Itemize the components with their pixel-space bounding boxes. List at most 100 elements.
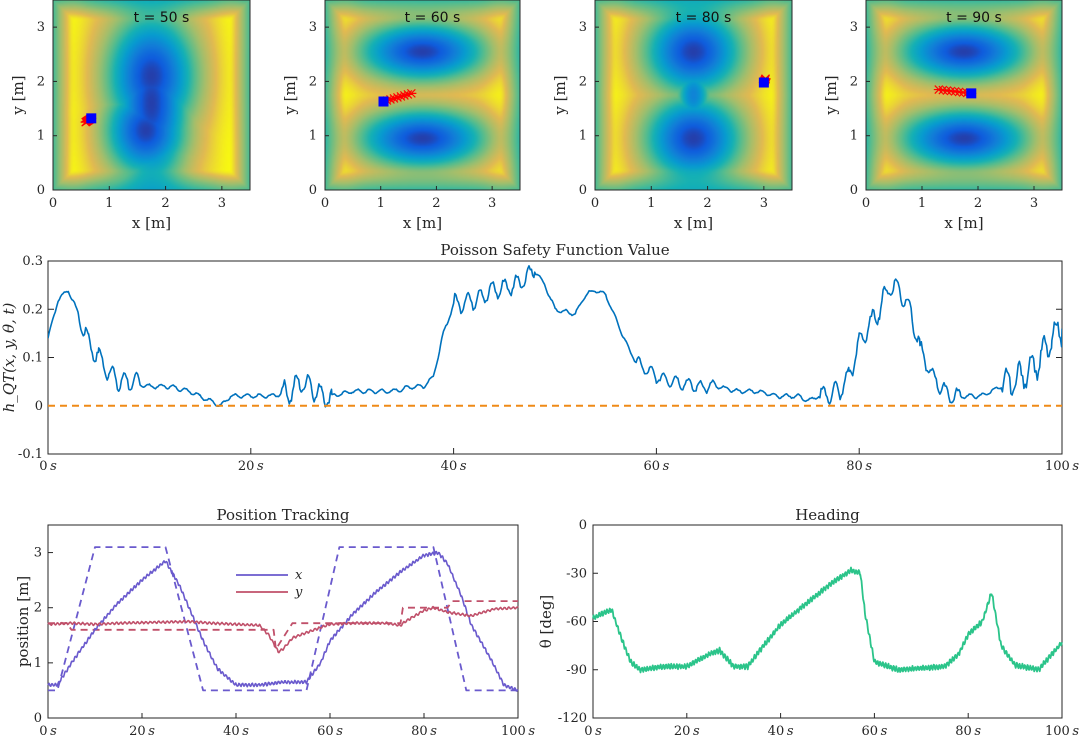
y-axis-label: h_QT(x, y, θ, t)	[0, 302, 18, 412]
heading-series-line	[592, 566, 1063, 674]
y-tick-label: 2	[34, 601, 42, 616]
y-tick-label: 0	[579, 183, 587, 198]
heatmap-field	[595, 0, 792, 190]
heatmap-field	[53, 0, 250, 190]
y-tick-label: -60	[566, 615, 587, 630]
robot-marker	[378, 96, 389, 107]
x-tick-label: 80 s	[411, 724, 437, 739]
y-tick-label: 0	[579, 518, 587, 533]
x-tick-label: 20 s	[238, 459, 264, 474]
y-tick-label: 1	[850, 129, 858, 144]
x-axis-label: x [m]	[132, 214, 171, 232]
position-plot: Position Tracking 0 1 2 3 0 s 20 s 40 s 60 s 80 s…	[14, 506, 535, 739]
x-tick-label: 1	[377, 196, 385, 211]
x-tick-label: 3	[488, 196, 496, 211]
y-tick-label: 0	[35, 399, 43, 414]
x-series-line	[47, 550, 519, 692]
x-tick-label: 40 s	[441, 459, 467, 474]
y-tick-label: 1	[34, 656, 42, 671]
y-tick-label: 0	[37, 183, 45, 198]
heatmap-title: t = 60 s	[405, 10, 461, 26]
heatmap-panel-2: 0 1 2 3 0 1 2 3 x [m] y [m] t = 60 s	[281, 0, 521, 232]
y-tick-label: 3	[37, 20, 45, 35]
robot-marker	[758, 77, 769, 88]
y-axis-label: θ [deg]	[537, 595, 555, 649]
y-tick-label: 2	[37, 74, 45, 89]
y-tick-label: 1	[309, 129, 317, 144]
y-tick-label: -30	[566, 566, 587, 581]
y-reference-line	[48, 600, 518, 650]
legend: xy	[236, 568, 303, 600]
y-tick-label: 2	[579, 74, 587, 89]
x-tick-label: 60 s	[643, 459, 669, 474]
y-tick-label: 3	[309, 20, 317, 35]
plot-frame	[592, 524, 1063, 719]
plot-frame	[47, 260, 1063, 455]
plot-frame	[47, 524, 519, 719]
y-tick-label: 0.2	[22, 302, 43, 317]
safety-series-line	[48, 265, 1062, 408]
y-tick-label: 0.1	[22, 351, 43, 366]
x-tick-label: 20 s	[674, 724, 700, 739]
x-tick-label: 3	[1030, 196, 1038, 211]
x-tick-label: 20 s	[129, 724, 155, 739]
plot-title: Position Tracking	[217, 506, 350, 524]
x-tick-label: 100 s	[1045, 459, 1079, 474]
heatmap-title: t = 90 s	[946, 10, 1002, 26]
heatmap-frame	[324, 0, 521, 191]
x-tick-label: 60 s	[861, 724, 887, 739]
legend-label-y: y	[294, 585, 303, 600]
trail-marker	[406, 88, 417, 98]
heatmap-frame	[52, 0, 251, 191]
y-tick-label: -0.1	[18, 447, 43, 462]
x-tick-label: 3	[218, 196, 226, 211]
safety-plot: Poisson Safety Function Value -0.1 0 0.1 0.2…	[0, 241, 1079, 474]
plot-title: Heading	[795, 506, 860, 524]
heatmap-panel-4: 0 1 2 3 0 1 2 3 x [m] y [m] t = 90 s	[822, 0, 1063, 232]
heatmap-title: t = 80 s	[676, 10, 732, 26]
y-tick-label: 1	[579, 129, 587, 144]
x-tick-label: 2	[161, 196, 169, 211]
x-tick-label: 0	[591, 196, 599, 211]
heatmap-panel-1: 0 1 2 3 0 1 2 3 x [m] y [m] t = 50 s	[9, 0, 251, 232]
y-tick-label: 0	[309, 183, 317, 198]
heatmap-frame	[594, 0, 793, 191]
heatmap-panel-3: 0 1 2 3 0 1 2 3 x [m] y [m] t = 80 s	[551, 0, 793, 232]
heatmap-field	[866, 0, 1062, 190]
y-series-line	[47, 605, 519, 654]
y-axis-label: y [m]	[9, 75, 27, 115]
x-axis-label: x [m]	[944, 214, 983, 232]
heatmap-frame	[865, 0, 1063, 191]
y-tick-label: 3	[34, 546, 42, 561]
x-tick-label: 3	[760, 196, 768, 211]
y-tick-label: -120	[558, 711, 587, 726]
x-tick-label: 2	[432, 196, 440, 211]
y-tick-label: 2	[850, 74, 858, 89]
heatmap-field	[325, 0, 520, 190]
x-tick-label: 0	[862, 196, 870, 211]
x-tick-label: 2	[974, 196, 982, 211]
y-tick-label: -90	[566, 663, 587, 678]
x-axis-label: x [m]	[403, 214, 442, 232]
x-tick-label: 60 s	[317, 724, 343, 739]
x-tick-label: 0 s	[39, 459, 57, 474]
y-axis-label: position [m]	[14, 576, 32, 667]
y-tick-label: 3	[850, 20, 858, 35]
heatmap-title: t = 50 s	[134, 10, 190, 26]
x-tick-label: 40 s	[223, 724, 249, 739]
x-tick-label: 80 s	[955, 724, 981, 739]
y-tick-label: 0	[850, 183, 858, 198]
x-tick-label: 0	[321, 196, 329, 211]
robot-marker	[86, 113, 97, 124]
x-tick-label: 100 s	[501, 724, 535, 739]
x-tick-label: 1	[647, 196, 655, 211]
y-tick-label: 1	[37, 129, 45, 144]
y-tick-label: 2	[309, 74, 317, 89]
x-axis-label: x [m]	[674, 214, 713, 232]
x-tick-label: 1	[918, 196, 926, 211]
x-tick-label: 40 s	[768, 724, 794, 739]
y-axis-label: y [m]	[822, 75, 840, 115]
